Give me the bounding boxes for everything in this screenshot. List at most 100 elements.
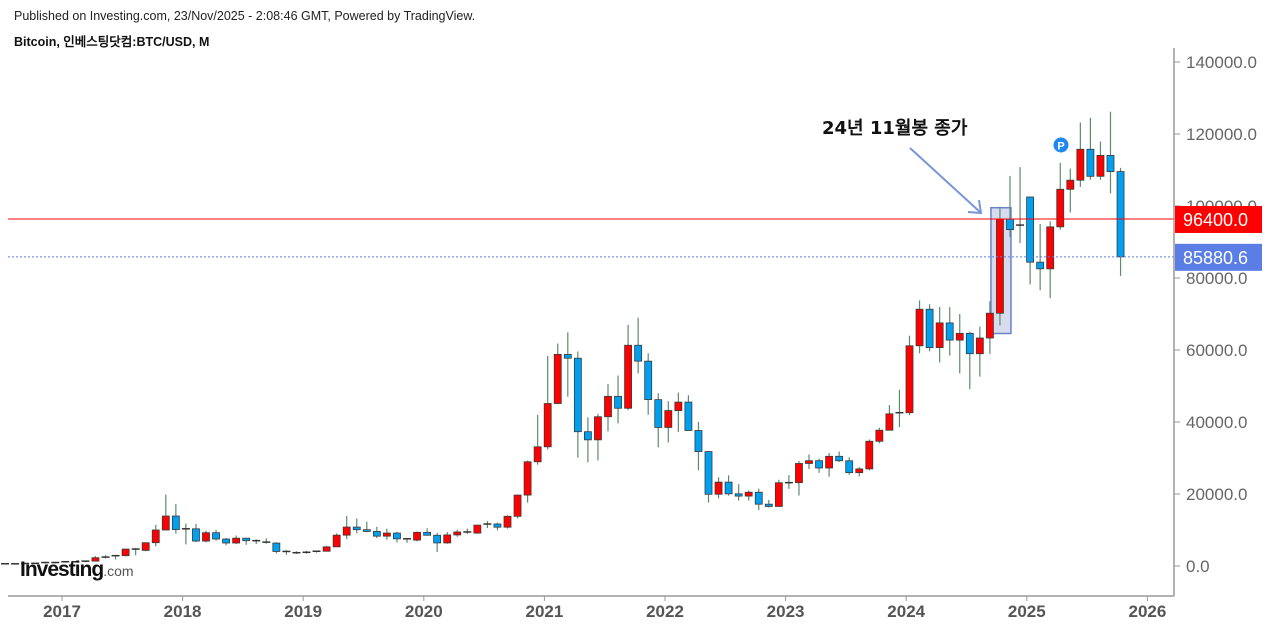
x-tick-label: 2022	[646, 602, 684, 621]
candle-body	[161, 515, 170, 531]
candle	[724, 475, 733, 496]
candle	[764, 499, 773, 508]
candle	[915, 300, 924, 354]
candle	[282, 550, 291, 555]
x-tick-label: 2024	[887, 602, 925, 621]
candle	[252, 539, 261, 545]
candle-body	[493, 523, 502, 528]
candle-body	[533, 446, 542, 463]
candle-body	[342, 526, 351, 536]
candle	[131, 548, 140, 556]
candle-body	[352, 526, 361, 531]
candle	[362, 521, 371, 533]
candle	[955, 314, 964, 374]
price-label-text: 96400.0	[1183, 210, 1248, 230]
candle-body	[242, 537, 251, 542]
candle-body	[1036, 261, 1045, 270]
candle-body	[945, 322, 954, 341]
candle	[192, 523, 200, 543]
candle	[744, 490, 753, 501]
candle	[483, 521, 492, 529]
candle	[694, 421, 703, 471]
candle	[202, 530, 210, 543]
candle-body	[825, 455, 833, 469]
candle	[965, 331, 974, 390]
candle-body	[845, 460, 854, 474]
x-tick-label: 2023	[767, 602, 805, 621]
candle	[342, 516, 351, 540]
candle-body	[121, 548, 130, 557]
price-label: 96400.0	[1175, 205, 1262, 233]
candle	[563, 332, 572, 397]
candle	[1096, 141, 1105, 180]
candle	[111, 554, 120, 560]
candle	[382, 528, 391, 540]
candle-body	[222, 538, 231, 544]
candle-body	[815, 460, 823, 469]
marker-p[interactable]: P	[1053, 137, 1069, 153]
candle	[835, 451, 844, 462]
symbol-title: Bitcoin, 인베스팅닷컴:BTC/USD, M	[14, 35, 210, 49]
y-tick-label: 0.0	[1186, 557, 1210, 576]
candle-body	[885, 413, 894, 431]
candle-body	[1066, 179, 1075, 190]
candle	[41, 561, 50, 564]
candle-body	[372, 531, 381, 537]
candle	[604, 384, 612, 432]
candle	[413, 531, 421, 542]
candle	[423, 528, 432, 536]
price-label-text: 85880.6	[1183, 248, 1248, 268]
candle	[634, 317, 643, 374]
candle-body	[332, 534, 341, 548]
candle-body	[965, 332, 974, 355]
candle-body	[1026, 196, 1034, 263]
candle-body	[925, 308, 934, 348]
candle-body	[202, 532, 210, 542]
candle-body	[141, 542, 150, 551]
candle	[1046, 221, 1055, 299]
candle-body	[543, 403, 552, 448]
candle	[272, 542, 281, 554]
candle	[925, 304, 934, 352]
annotation-text: 24년 11월봉 종가	[822, 118, 968, 139]
candle	[403, 538, 411, 543]
candle	[212, 530, 220, 541]
candle-body	[91, 557, 100, 562]
candle-body	[393, 532, 401, 540]
candle	[473, 524, 482, 534]
candle-body	[1116, 171, 1125, 258]
logo-main: Investing	[20, 558, 104, 581]
x-tick-label: 2018	[164, 602, 202, 621]
candle	[493, 522, 502, 531]
candle	[865, 439, 874, 471]
candle	[433, 532, 442, 553]
candle	[1, 563, 9, 565]
candle-body	[694, 430, 703, 452]
candle	[523, 460, 532, 503]
candle-body	[272, 542, 281, 552]
candle	[815, 458, 823, 473]
price-label: 85880.6	[1175, 243, 1262, 271]
candle-body	[915, 308, 924, 347]
candle	[875, 427, 884, 444]
candle-body	[212, 532, 220, 540]
candle	[443, 531, 452, 544]
candle-body	[523, 461, 532, 496]
candle	[825, 452, 833, 477]
x-tick-label: 2025	[1008, 602, 1046, 621]
candle	[644, 353, 653, 415]
candle-body	[503, 515, 512, 528]
candle	[573, 351, 582, 458]
candle	[684, 395, 693, 431]
candle-body	[684, 401, 693, 431]
candle-body	[1076, 148, 1085, 181]
candle-body	[573, 357, 582, 433]
candle	[774, 479, 783, 507]
x-tick-label: 2019	[284, 602, 322, 621]
candle	[754, 488, 763, 511]
candle-body	[1096, 154, 1105, 177]
candle	[81, 560, 90, 563]
candle-body	[935, 322, 944, 348]
candle-body	[232, 537, 241, 544]
candle-body	[614, 395, 622, 409]
